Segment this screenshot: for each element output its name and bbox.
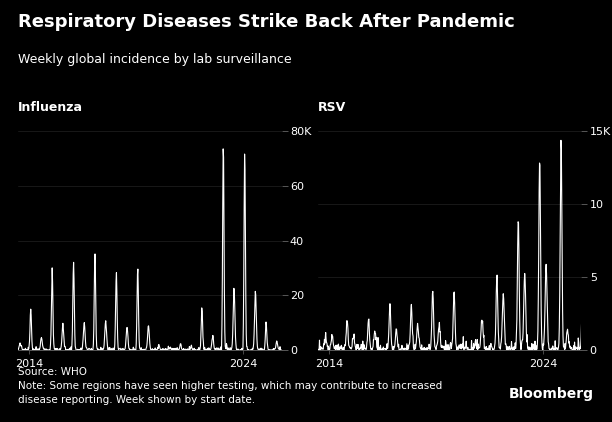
Text: RSV: RSV bbox=[318, 101, 346, 114]
Text: Respiratory Diseases Strike Back After Pandemic: Respiratory Diseases Strike Back After P… bbox=[18, 13, 515, 31]
Text: Source: WHO
Note: Some regions have seen higher testing, which may contribute to: Source: WHO Note: Some regions have seen… bbox=[18, 367, 442, 405]
Text: Influenza: Influenza bbox=[18, 101, 83, 114]
Text: Weekly global incidence by lab surveillance: Weekly global incidence by lab surveilla… bbox=[18, 53, 292, 66]
Text: Bloomberg: Bloomberg bbox=[509, 387, 594, 401]
